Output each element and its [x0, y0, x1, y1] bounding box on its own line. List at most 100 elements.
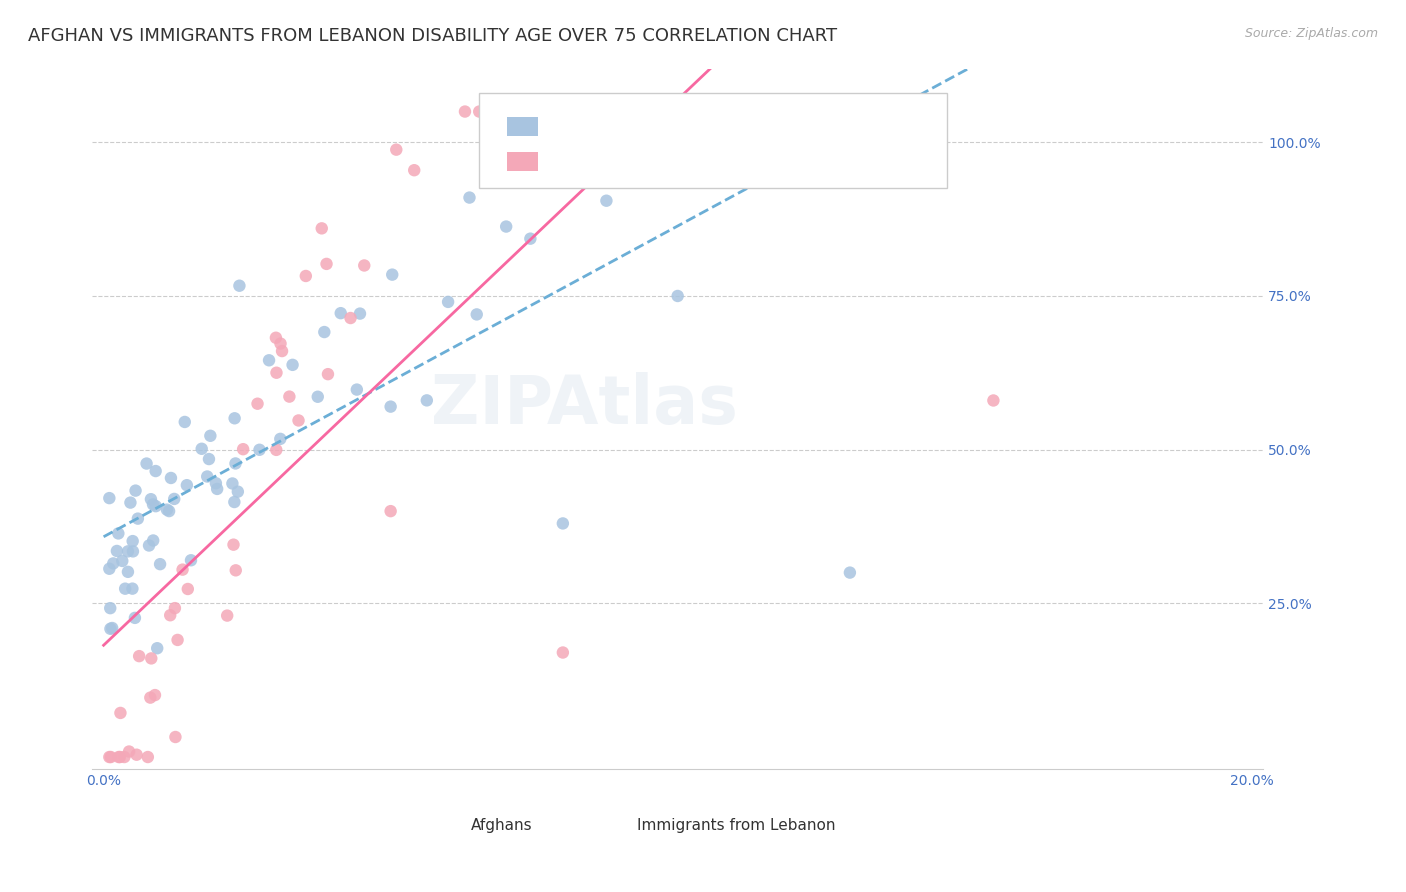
Point	[465, 307, 488, 321]
Point	[125, 747, 148, 762]
Point	[195, 469, 218, 483]
Text: 71: 71	[818, 121, 839, 136]
Point	[107, 750, 129, 764]
Point	[128, 649, 150, 664]
Point	[264, 442, 287, 457]
Point	[381, 268, 404, 282]
Point	[100, 622, 122, 636]
Point	[117, 565, 139, 579]
Point	[278, 390, 301, 404]
FancyBboxPatch shape	[641, 798, 669, 815]
Point	[107, 526, 129, 541]
Point	[172, 563, 194, 577]
Point	[489, 104, 512, 119]
Point	[156, 502, 179, 516]
Point	[159, 608, 181, 623]
Point	[295, 268, 318, 283]
Point	[163, 601, 186, 615]
Point	[165, 730, 187, 744]
Point	[146, 641, 169, 656]
Point	[224, 495, 246, 509]
Point	[217, 608, 239, 623]
Point	[114, 582, 136, 596]
FancyBboxPatch shape	[430, 798, 458, 815]
Point	[200, 429, 222, 443]
Point	[228, 278, 250, 293]
Point	[124, 611, 146, 625]
Point	[593, 128, 616, 143]
Point	[136, 750, 159, 764]
Point	[458, 190, 481, 204]
Text: Afghans: Afghans	[471, 818, 533, 833]
Point	[160, 471, 183, 485]
Point	[98, 750, 121, 764]
Point	[349, 307, 371, 321]
Point	[380, 400, 402, 414]
Point	[225, 563, 247, 577]
Point	[135, 457, 157, 471]
Point	[416, 393, 439, 408]
Point	[249, 442, 271, 457]
Point	[404, 163, 426, 178]
Point	[551, 516, 574, 531]
Point	[145, 464, 167, 478]
Point	[103, 557, 125, 571]
Point	[346, 383, 368, 397]
FancyBboxPatch shape	[506, 152, 538, 171]
Point	[163, 491, 186, 506]
Point	[271, 344, 294, 359]
Point	[551, 646, 574, 660]
Point	[311, 221, 333, 235]
Point	[157, 504, 180, 518]
Point	[101, 621, 124, 635]
Point	[385, 143, 408, 157]
Point	[257, 353, 280, 368]
Text: 0.167: 0.167	[619, 154, 668, 169]
Point	[484, 104, 506, 119]
Point	[111, 554, 134, 568]
Point	[105, 544, 128, 558]
Point	[190, 442, 212, 456]
Point	[666, 289, 689, 303]
Point	[983, 393, 1005, 408]
Point	[353, 259, 375, 273]
Text: 0.063: 0.063	[619, 121, 668, 136]
Point	[118, 745, 141, 759]
Point	[232, 442, 254, 457]
Point	[141, 651, 163, 665]
Point	[315, 257, 337, 271]
Point	[100, 750, 122, 764]
Point	[142, 533, 165, 548]
Point	[224, 457, 246, 471]
Point	[838, 566, 860, 580]
Point	[316, 367, 339, 381]
Point	[281, 358, 304, 372]
Text: N =: N =	[748, 154, 778, 169]
Point	[264, 331, 287, 345]
Point	[121, 534, 143, 549]
Point	[484, 104, 506, 119]
Point	[166, 632, 188, 647]
Point	[519, 232, 541, 246]
Point	[468, 104, 491, 119]
Text: AFGHAN VS IMMIGRANTS FROM LEBANON DISABILITY AGE OVER 75 CORRELATION CHART: AFGHAN VS IMMIGRANTS FROM LEBANON DISABI…	[28, 27, 837, 45]
Point	[568, 104, 591, 119]
Point	[98, 601, 121, 615]
Point	[177, 582, 200, 596]
Point	[437, 294, 460, 309]
Text: R =: R =	[555, 121, 583, 136]
Point	[173, 415, 195, 429]
Point	[176, 478, 198, 492]
Point	[270, 336, 292, 351]
Point	[142, 497, 165, 511]
Point	[537, 104, 560, 119]
FancyBboxPatch shape	[478, 93, 948, 187]
FancyBboxPatch shape	[506, 117, 538, 136]
Point	[221, 476, 243, 491]
Point	[314, 325, 336, 339]
Point	[120, 495, 142, 509]
Text: ZIPAtlas: ZIPAtlas	[430, 372, 737, 438]
Point	[122, 544, 145, 558]
Point	[205, 476, 228, 491]
Point	[98, 491, 121, 505]
